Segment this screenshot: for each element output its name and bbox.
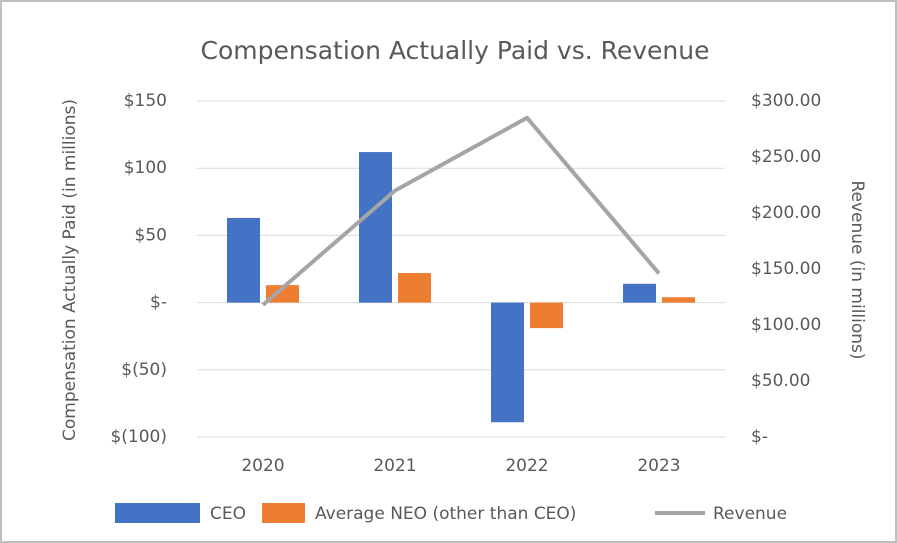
y-axis-title: Compensation Actually Paid (in millions) [60,99,80,441]
x-tick-label: 2022 [505,456,548,476]
y-tick-label: $(100) [110,427,167,447]
bar [530,302,563,329]
legend-swatch [115,503,200,523]
y2-axis-title: Revenue (in millions) [847,180,867,359]
line-series [261,115,661,307]
bar [398,273,431,303]
y-tick-label: $150 [124,91,167,111]
x-tick-label: 2020 [241,456,284,476]
y-tick-label: $50 [135,225,167,245]
y2-tick-label: $100.00 [751,315,821,335]
bar [227,217,260,303]
bar [662,297,695,303]
y-tick-label: $100 [124,158,167,178]
y2-tick-label: $300.00 [751,91,821,111]
legend-label: Average NEO (other than CEO) [315,504,576,524]
legend-label: Revenue [713,504,787,524]
bar [266,285,299,303]
bar [491,302,524,423]
y2-tick-label: $250.00 [751,147,821,167]
legend-label: CEO [210,504,246,524]
x-tick-label: 2021 [373,456,416,476]
y-tick-label: $(50) [121,360,167,380]
y2-tick-label: $200.00 [751,203,821,223]
x-tick-label: 2023 [637,456,680,476]
bar [359,152,392,303]
chart-title: Compensation Actually Paid vs. Revenue [200,36,709,65]
bar [623,283,656,303]
y-tick-label: $- [150,293,167,313]
legend-swatch [262,503,305,523]
y2-tick-label: $50.00 [751,371,810,391]
y2-tick-label: $150.00 [751,259,821,279]
y2-tick-label: $- [751,427,768,447]
